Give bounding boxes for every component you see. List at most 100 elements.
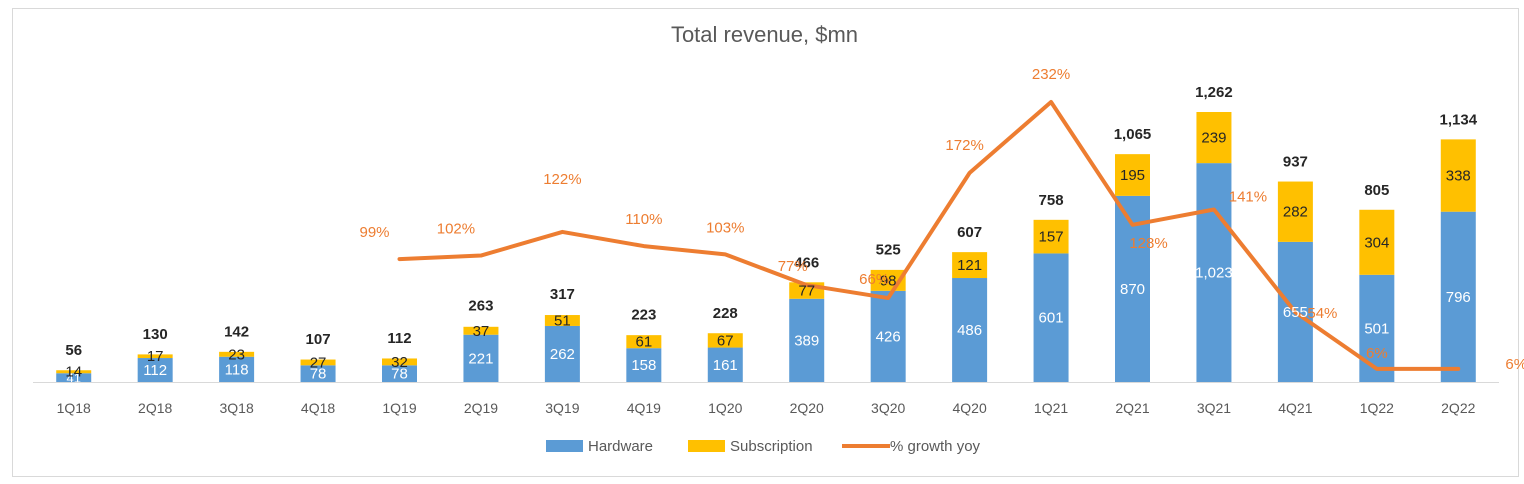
label-growth-4Q20: 172% — [945, 137, 983, 154]
tick-label-4Q19: 4Q19 — [627, 400, 661, 416]
label-total-4Q19: 223 — [631, 306, 656, 323]
legend-label-hardware: Hardware — [588, 438, 653, 455]
tick-label-1Q19: 1Q19 — [382, 400, 416, 416]
label-total-1Q18: 56 — [65, 342, 82, 359]
tick-label-2Q19: 2Q19 — [464, 400, 498, 416]
label-growth-2Q20: 77% — [778, 258, 808, 275]
tick-label-2Q20: 2Q20 — [790, 400, 824, 416]
label-growth-2Q19: 102% — [437, 221, 475, 238]
label-total-2Q18: 130 — [143, 326, 168, 343]
legend-swatch-hardware — [546, 440, 583, 452]
label-growth-1Q19: 99% — [359, 224, 389, 241]
bar-subscription-1Q22 — [1359, 209, 1395, 275]
tick-label-2Q21: 2Q21 — [1115, 400, 1149, 416]
label-total-4Q20: 607 — [957, 224, 982, 241]
label-total-2Q21: 1,065 — [1114, 126, 1152, 143]
label-hardware-3Q20: 426 — [876, 328, 901, 345]
label-hardware-1Q20: 161 — [713, 357, 738, 374]
bar-subscription-2Q22 — [1440, 139, 1476, 212]
label-hardware-2Q19: 221 — [468, 350, 493, 367]
label-total-1Q19: 112 — [387, 330, 411, 347]
bar-hardware-1Q22 — [1359, 274, 1395, 382]
bar-hardware-3Q18 — [219, 356, 255, 382]
tick-label-4Q20: 4Q20 — [952, 400, 986, 416]
bar-hardware-2Q18 — [137, 358, 173, 382]
label-total-4Q21: 937 — [1283, 154, 1308, 171]
tick-label-1Q20: 1Q20 — [708, 400, 742, 416]
tick-label-3Q19: 3Q19 — [545, 400, 579, 416]
bar-hardware-1Q19 — [382, 365, 417, 382]
label-hardware-2Q22: 796 — [1446, 289, 1471, 306]
label-total-2Q22: 1,134 — [1440, 111, 1478, 128]
label-subscription-2Q19: 37 — [473, 323, 490, 340]
tick-label-1Q21: 1Q21 — [1034, 400, 1068, 416]
label-subscription-3Q21: 239 — [1201, 130, 1226, 147]
label-subscription-1Q19: 32 — [391, 354, 408, 371]
label-subscription-1Q22: 304 — [1364, 234, 1389, 251]
bar-subscription-3Q18 — [219, 351, 255, 357]
bar-hardware-4Q19 — [626, 348, 662, 382]
label-hardware-4Q18: 78 — [310, 366, 327, 383]
label-total-3Q21: 1,262 — [1195, 84, 1233, 101]
bars-layer — [56, 112, 1476, 382]
label-total-1Q20: 228 — [713, 305, 738, 322]
growth-line-layer — [397, 100, 1461, 371]
label-total-2Q19: 263 — [468, 298, 493, 315]
bar-subscription-4Q18 — [300, 359, 336, 366]
bar-subscription-4Q20 — [952, 252, 988, 279]
legend: Hardware Subscription % growth yoy — [546, 438, 981, 455]
label-hardware-3Q18: 118 — [225, 361, 249, 378]
bar-hardware-4Q20 — [952, 278, 988, 382]
label-total-3Q19: 317 — [550, 286, 575, 303]
tick-label-4Q21: 4Q21 — [1278, 400, 1312, 416]
bar-hardware-3Q21 — [1196, 163, 1232, 382]
bar-subscription-1Q21 — [1033, 219, 1069, 254]
tick-label-2Q18: 2Q18 — [138, 400, 172, 416]
bar-hardware-2Q22 — [1440, 211, 1476, 382]
legend-label-subscription: Subscription — [730, 438, 813, 455]
bar-hardware-3Q19 — [544, 325, 580, 382]
bar-hardware-1Q20 — [707, 347, 743, 382]
bar-subscription-1Q20 — [707, 333, 743, 348]
label-growth-4Q19: 110% — [625, 211, 662, 228]
bar-hardware-2Q19 — [463, 334, 499, 382]
bar-subscription-3Q19 — [544, 315, 580, 326]
label-hardware-4Q20: 486 — [957, 322, 982, 339]
label-subscription-2Q18: 17 — [147, 348, 164, 365]
label-hardware-4Q19: 158 — [631, 357, 656, 374]
label-hardware-3Q19: 262 — [550, 346, 575, 363]
label-growth-1Q20: 103% — [706, 219, 744, 236]
label-subscription-2Q21: 195 — [1120, 167, 1145, 184]
bar-hardware-2Q20 — [789, 298, 825, 382]
chart-title: Total revenue, $mn — [670, 22, 859, 47]
label-hardware-2Q21: 870 — [1120, 281, 1145, 298]
bar-subscription-2Q19 — [463, 326, 499, 335]
growth-line — [397, 100, 1461, 371]
bar-subscription-3Q21 — [1196, 112, 1232, 164]
label-subscription-1Q21: 157 — [1039, 229, 1064, 246]
label-subscription-4Q19: 61 — [635, 334, 652, 351]
bar-subscription-4Q19 — [626, 335, 662, 349]
bar-subscription-2Q21 — [1115, 154, 1150, 196]
legend-swatch-subscription — [688, 440, 725, 452]
bar-hardware-1Q18 — [56, 373, 92, 382]
bar-subscription-2Q18 — [137, 354, 173, 359]
label-growth-1Q21: 232% — [1032, 66, 1070, 83]
label-hardware-3Q21: 1,023 — [1195, 265, 1233, 282]
label-growth-4Q21: 54% — [1307, 305, 1337, 322]
label-hardware-1Q18: 41 — [66, 371, 80, 386]
label-hardware-2Q20: 389 — [794, 332, 819, 349]
bar-subscription-1Q19 — [382, 358, 417, 366]
bar-hardware-3Q20 — [870, 290, 906, 382]
label-total-4Q18: 107 — [306, 331, 331, 348]
bar-hardware-4Q18 — [300, 365, 336, 382]
legend-label-growth-yoy: % growth yoy — [890, 438, 981, 455]
label-growth-3Q20: 66% — [859, 271, 889, 288]
tick-label-1Q22: 1Q22 — [1360, 400, 1394, 416]
label-subscription-2Q22: 338 — [1446, 168, 1471, 185]
tick-label-4Q18: 4Q18 — [301, 400, 335, 416]
chart-frame — [12, 8, 1519, 477]
bar-hardware-1Q21 — [1033, 253, 1069, 382]
bar-subscription-4Q21 — [1277, 181, 1313, 242]
